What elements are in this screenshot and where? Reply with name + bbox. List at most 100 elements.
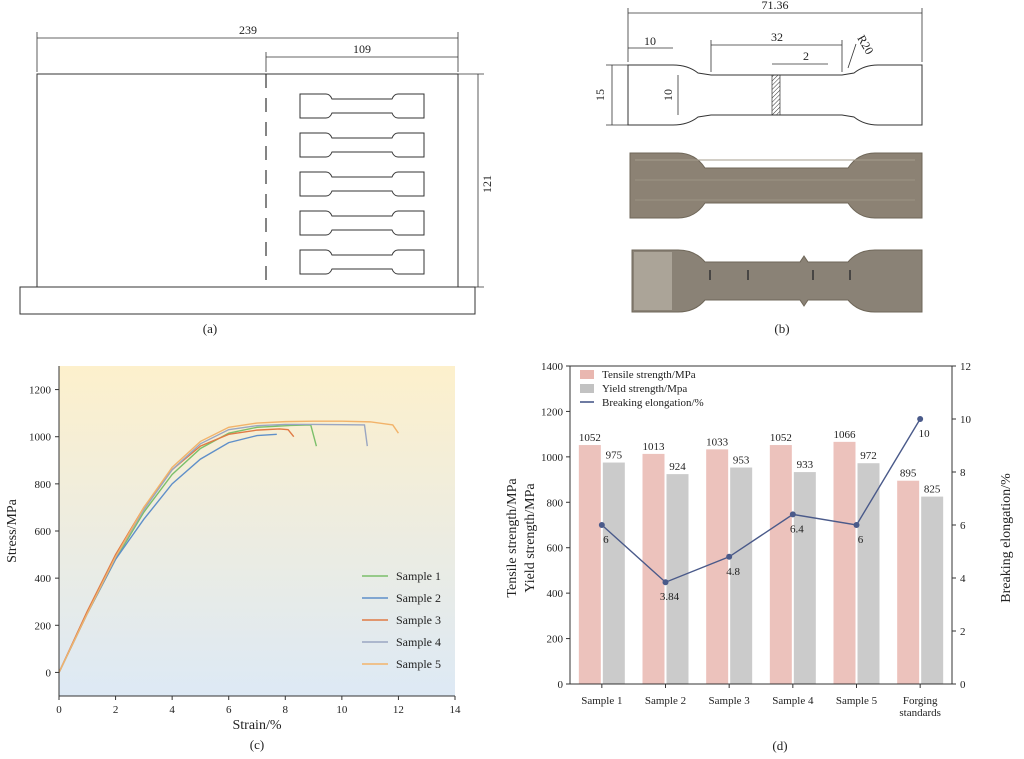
bar-tensile [578, 445, 601, 684]
elongation-label: 10 [919, 428, 931, 440]
elongation-label: 6.4 [790, 523, 804, 535]
bar-tensile-label: 1033 [706, 436, 729, 448]
legend-swatch-tensile [580, 370, 594, 379]
y-tick-label: 800 [35, 479, 52, 491]
series-line-sample-5 [58, 420, 400, 673]
bar-tensile-label: 895 [900, 468, 917, 480]
dim-121: 121 [480, 175, 494, 193]
x-tick-label: 14 [450, 704, 462, 716]
x-tick-label: Forging [903, 695, 938, 707]
caption-a: (a) [203, 321, 217, 336]
dim-109: 109 [353, 42, 371, 56]
elongation-point [598, 522, 605, 528]
bar-tensile [706, 449, 729, 684]
y-tick-label: 200 [35, 620, 52, 632]
specimen-photo-fractured [631, 249, 923, 313]
elongation-line [601, 418, 921, 584]
specimen-photo-untested [629, 152, 923, 219]
y-left-tick-label: 1200 [541, 406, 564, 418]
x-tick-label: Sample 2 [645, 695, 686, 707]
elongation-point [662, 579, 669, 586]
y-right-label: Breaking elongation/% [999, 473, 1014, 603]
x-tick-label: 6 [226, 704, 232, 716]
elongation-label: 6 [603, 534, 609, 546]
dim-gauge-32: 32 [771, 30, 783, 44]
bar-tensile-label: 1052 [579, 432, 601, 444]
bar-yield-label: 924 [669, 461, 686, 473]
elongation-label: 6 [858, 534, 864, 546]
dim-mark-2: 2 [803, 49, 809, 63]
bar-tensile [642, 453, 665, 684]
legend-label-elongation: Breaking elongation/% [602, 397, 704, 409]
y-right-tick-label: 8 [960, 467, 966, 479]
legend-label: Sample 2 [396, 591, 441, 605]
caption-d: (d) [772, 738, 787, 753]
y-right-tick-label: 12 [960, 361, 971, 373]
x-tick-label: standards [899, 707, 941, 719]
x-tick-label: 8 [283, 704, 289, 716]
dim-71-36: 71.36 [762, 0, 789, 12]
dim-height-15: 15 [593, 89, 607, 101]
bar-tensile-label: 1066 [834, 429, 857, 441]
legend-label: Sample 4 [396, 635, 441, 649]
bar-yield [730, 467, 753, 684]
specimen-outlines [299, 93, 425, 275]
elongation-label: 4.8 [726, 566, 740, 578]
y-left-label-2: Yield strength/MPa [523, 483, 538, 593]
y-tick-label: 1000 [29, 432, 52, 444]
series-line-sample-3 [58, 428, 295, 673]
panel-b-drawing: 71.36 R20 10 32 2 15 10 (b) [593, 0, 923, 336]
y-left-tick-label: 800 [547, 497, 564, 509]
x-tick-label: Sample 5 [836, 695, 878, 707]
bar-tensile-label: 1052 [770, 432, 792, 444]
dim-r20: R20 [854, 33, 876, 57]
bar-yield [602, 462, 625, 684]
y-tick-label: 600 [35, 526, 52, 538]
legend-label-yield: Yield strength/Mpa [602, 383, 687, 395]
dim-239: 239 [239, 23, 257, 37]
y-right-tick-label: 4 [960, 573, 966, 585]
bar-yield [666, 474, 689, 684]
bar-tensile [833, 441, 856, 684]
bar-yield-label: 953 [733, 455, 750, 467]
caption-c: (c) [250, 737, 264, 752]
y-left-tick-label: 600 [547, 543, 564, 555]
y-right-tick-label: 0 [960, 679, 966, 691]
legend-label-tensile: Tensile strength/MPa [602, 369, 696, 381]
legend-swatch-yield [580, 384, 594, 393]
caption-b: (b) [774, 321, 789, 336]
y-axis-label: Stress/MPa [5, 498, 20, 563]
dim-grip-10: 10 [644, 34, 656, 48]
plot-background [59, 366, 455, 696]
bar-yield-label: 825 [924, 484, 941, 496]
bar-tensile [769, 445, 792, 684]
strength-bar-chart: 1052975101392410339531052933106697289582… [505, 361, 1014, 753]
elongation-point [917, 416, 924, 422]
x-tick-label: Sample 4 [772, 695, 814, 707]
legend-label: Sample 3 [396, 613, 441, 627]
y-right-tick-label: 6 [960, 520, 966, 532]
plot-frame [569, 365, 953, 685]
y-right-tick-label: 2 [960, 626, 966, 638]
elongation-point [853, 522, 860, 528]
elongation-point [726, 553, 733, 560]
x-tick-label: 4 [169, 704, 175, 716]
x-tick-label: 10 [336, 704, 348, 716]
bar-yield-label: 933 [797, 459, 814, 471]
bar-tensile-label: 1013 [643, 441, 666, 453]
x-tick-label: 0 [56, 704, 62, 716]
y-right-tick-label: 10 [960, 414, 972, 426]
y-left-tick-label: 0 [558, 679, 564, 691]
y-tick-label: 1200 [29, 385, 52, 397]
y-left-label-1: Tensile strength/MPa [505, 478, 520, 598]
bar-yield [921, 496, 944, 684]
x-tick-label: Sample 3 [709, 695, 751, 707]
y-left-tick-label: 1400 [541, 361, 564, 373]
bar-yield [793, 472, 816, 684]
y-tick-label: 400 [35, 573, 52, 585]
x-tick-label: 2 [113, 704, 119, 716]
y-left-tick-label: 1000 [541, 452, 564, 464]
bar-yield-label: 975 [606, 450, 623, 462]
bar-tensile [897, 480, 920, 684]
legend-label: Sample 5 [396, 657, 441, 671]
